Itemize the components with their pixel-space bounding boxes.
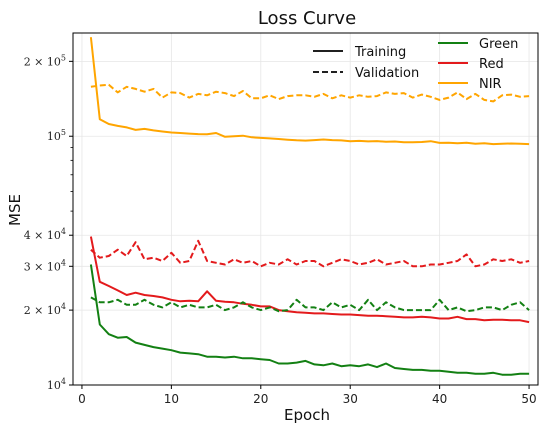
x-axis-ticks: 0 10 20 30 40 50 bbox=[78, 385, 537, 406]
y-axis-ticks: 104 2 × 104 3 × 104 4 × 104 105 2 × 105 bbox=[24, 53, 73, 392]
x-tick-label: 50 bbox=[521, 392, 536, 406]
x-tick-label: 10 bbox=[164, 392, 179, 406]
legend-line-style: Training Validation bbox=[313, 45, 419, 81]
series-nir-validation bbox=[90, 83, 530, 103]
series-green-validation bbox=[90, 296, 530, 313]
y-tick-label: 2 × 104 bbox=[24, 302, 66, 317]
y-tick-label: 3 × 104 bbox=[24, 258, 66, 273]
x-tick-label: 30 bbox=[343, 392, 358, 406]
x-tick-label: 40 bbox=[432, 392, 447, 406]
y-tick-label: 4 × 104 bbox=[24, 227, 66, 242]
legend-red-label: Red bbox=[479, 57, 504, 72]
y-axis-label: MSE bbox=[6, 194, 24, 226]
grid bbox=[73, 33, 538, 386]
y-tick-label: 105 bbox=[47, 128, 66, 143]
x-tick-label: 0 bbox=[78, 392, 86, 406]
legend-nir-label: NIR bbox=[479, 77, 502, 92]
legend-series-color: Green Red NIR bbox=[438, 37, 518, 92]
x-axis-label: Epoch bbox=[284, 406, 330, 424]
legend-validation-label: Validation bbox=[355, 66, 419, 81]
x-tick-label: 20 bbox=[253, 392, 268, 406]
chart-title: Loss Curve bbox=[258, 8, 356, 29]
legend-green-label: Green bbox=[479, 37, 518, 52]
series-green-training bbox=[89, 264, 530, 376]
legend-training-label: Training bbox=[354, 45, 406, 60]
series-red-training bbox=[89, 236, 530, 324]
series-layer bbox=[89, 37, 530, 376]
plot-frame bbox=[72, 32, 539, 386]
y-tick-label: 2 × 105 bbox=[24, 53, 66, 68]
series-nir-training bbox=[89, 37, 530, 146]
y-tick-label: 104 bbox=[47, 377, 66, 392]
series-red-validation bbox=[90, 239, 530, 268]
